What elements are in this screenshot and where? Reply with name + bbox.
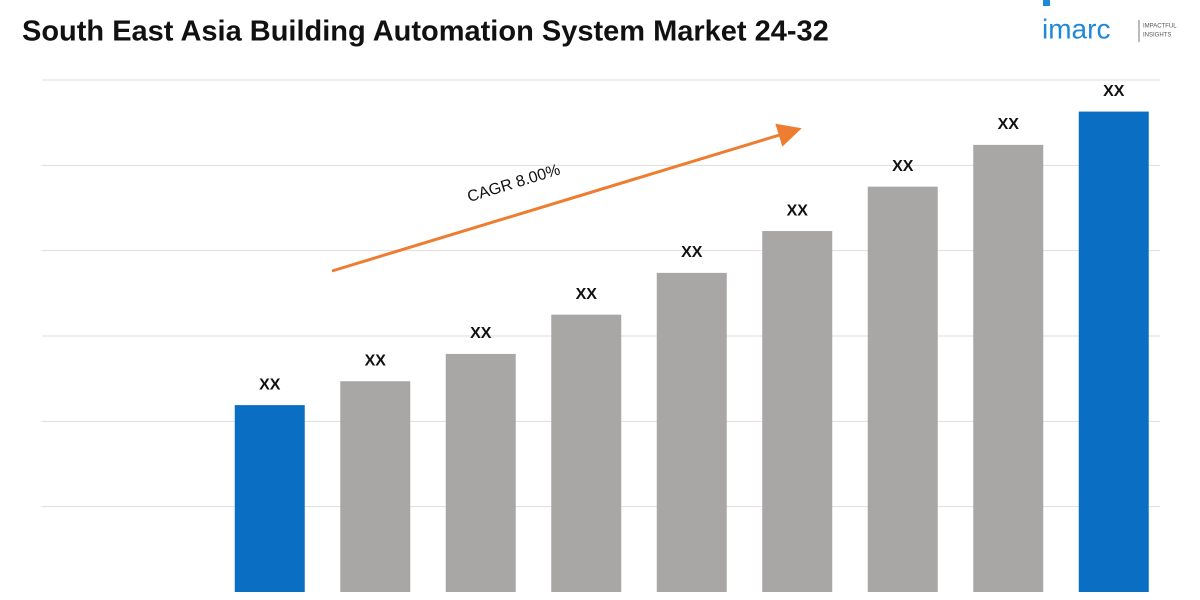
value-label: XX — [681, 244, 703, 261]
value-label: XX — [1103, 83, 1125, 100]
value-label: XX — [998, 116, 1020, 133]
annotation: CAGR 8.00% — [466, 162, 563, 206]
bar — [445, 353, 516, 592]
bar — [973, 144, 1044, 592]
value-label: XX — [787, 202, 809, 219]
bar — [1078, 111, 1149, 592]
value-label: XX — [259, 376, 281, 393]
cagr-arrow — [331, 123, 802, 273]
bar — [551, 314, 622, 592]
value-label: XX — [470, 325, 492, 342]
logo-tagline: IMPACTFUL — [1143, 24, 1177, 30]
logo-brand: imarc — [1042, 13, 1110, 44]
value-label: XX — [892, 158, 914, 175]
logo-tagline: INSIGHTS — [1143, 33, 1171, 39]
chart-title: South East Asia Building Automation Syst… — [22, 16, 829, 48]
logo-mark — [1043, 0, 1050, 6]
logo: imarc IMPACTFUL INSIGHTS — [1042, 0, 1177, 44]
bar — [234, 405, 305, 592]
bar — [340, 381, 411, 592]
bar — [762, 231, 833, 593]
bar — [867, 186, 938, 592]
bar — [656, 272, 727, 592]
value-label: XX — [576, 286, 598, 303]
value-label: XX — [365, 352, 387, 369]
